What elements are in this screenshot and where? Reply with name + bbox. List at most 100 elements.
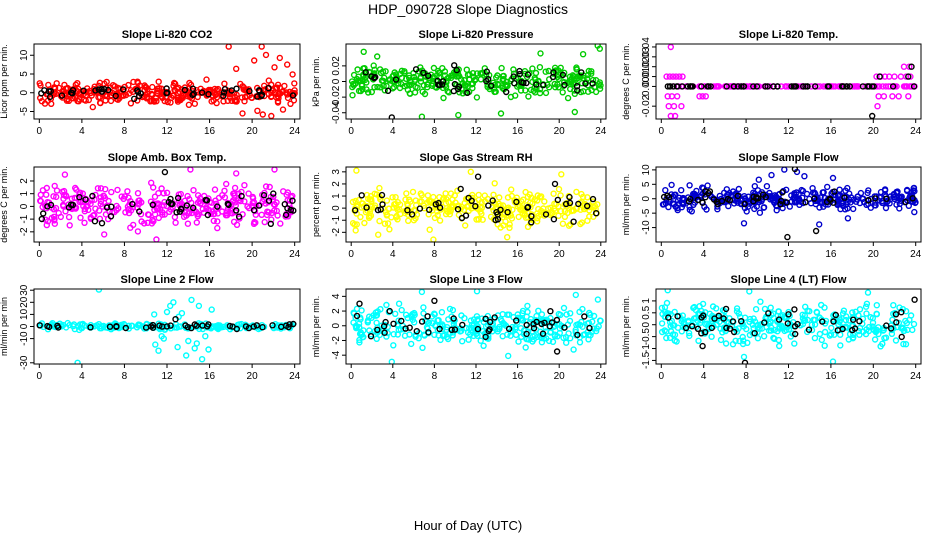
data-point <box>389 194 396 201</box>
data-point <box>751 182 758 190</box>
data-point <box>470 316 478 323</box>
x-tick-label: 8 <box>122 371 128 382</box>
data-point <box>43 191 50 198</box>
x-tick-label: 24 <box>595 371 607 382</box>
data-point <box>134 88 142 96</box>
data-point <box>447 207 454 215</box>
data-point <box>475 191 482 199</box>
data-point <box>353 312 361 320</box>
data-point <box>545 337 553 345</box>
data-point <box>570 218 577 225</box>
x-tick-label: 12 <box>470 249 482 260</box>
data-point <box>84 202 91 210</box>
data-point <box>386 307 393 315</box>
data-point <box>403 190 410 197</box>
data-point <box>474 317 481 324</box>
data-point <box>824 183 831 191</box>
data-point <box>443 324 451 331</box>
data-point <box>188 324 195 332</box>
data-point <box>377 84 384 91</box>
data-point <box>478 204 485 212</box>
panel-title: Slope Amb. Box Temp. <box>108 152 227 164</box>
data-point <box>828 83 835 90</box>
data-point <box>876 73 883 80</box>
y-tick-label: 0 <box>641 196 652 202</box>
data-point <box>782 83 789 90</box>
data-point <box>409 316 416 323</box>
data-point <box>46 323 53 331</box>
data-point <box>550 69 557 76</box>
data-point <box>289 92 297 99</box>
data-point <box>228 87 235 94</box>
data-point <box>355 87 363 95</box>
data-point <box>185 101 193 109</box>
data-point <box>108 188 115 196</box>
data-point <box>129 200 136 208</box>
data-point <box>459 321 466 329</box>
data-point <box>822 317 830 325</box>
data-point <box>902 341 910 348</box>
data-point <box>516 67 523 75</box>
data-point <box>873 73 880 80</box>
data-point <box>862 303 870 310</box>
data-point <box>457 185 464 193</box>
data-point <box>522 188 529 196</box>
data-point <box>791 167 799 173</box>
data-point <box>882 204 890 212</box>
data-point <box>763 182 771 190</box>
data-point <box>506 224 513 232</box>
data-point <box>515 338 522 345</box>
chart-panel-1: Slope Li-820 CO2 Licor ppm per min. 0 4 8 12 1… <box>0 29 301 137</box>
data-point <box>504 82 511 90</box>
data-point <box>181 86 189 94</box>
data-point <box>383 212 390 219</box>
data-point <box>204 211 212 219</box>
y-tick-label: -0.5 <box>641 328 652 346</box>
data-point <box>258 92 265 100</box>
data-point <box>784 323 791 331</box>
data-point <box>717 336 725 344</box>
data-point <box>259 111 266 118</box>
data-point <box>892 311 900 318</box>
data-point <box>485 202 492 209</box>
data-point <box>420 310 427 317</box>
data-point <box>722 340 730 347</box>
data-point <box>232 170 240 177</box>
data-point <box>62 208 69 215</box>
data-point <box>438 309 446 316</box>
data-point <box>895 93 902 100</box>
data-point <box>37 197 44 205</box>
data-point <box>374 308 381 315</box>
data-point <box>485 327 492 335</box>
data-point <box>392 310 399 317</box>
data-point <box>551 80 558 88</box>
data-point <box>114 205 122 212</box>
chart-panel-7: Slope Line 2 Flow ml/min per min 0 4 8 12 16 20… <box>0 274 301 382</box>
data-point <box>97 99 104 107</box>
data-point <box>271 64 278 71</box>
data-point <box>856 306 864 313</box>
data-point <box>102 211 110 218</box>
data-point <box>893 201 900 208</box>
data-point <box>908 63 915 70</box>
data-point <box>478 210 485 218</box>
data-point <box>685 317 692 324</box>
data-point <box>785 308 792 316</box>
data-point <box>572 291 579 299</box>
x-tick-label: 0 <box>37 371 43 382</box>
data-point <box>533 318 540 326</box>
x-tick-label: 0 <box>37 249 43 260</box>
data-point <box>574 331 581 339</box>
data-point <box>560 304 568 312</box>
data-point <box>688 208 695 215</box>
data-point <box>491 314 498 321</box>
data-point <box>390 204 397 211</box>
data-point <box>352 227 359 234</box>
data-point <box>903 73 910 80</box>
data-point <box>186 79 193 87</box>
data-point <box>361 219 368 227</box>
data-point <box>473 289 481 295</box>
data-point <box>233 325 241 333</box>
data-point <box>774 328 781 335</box>
data-point <box>906 63 913 70</box>
